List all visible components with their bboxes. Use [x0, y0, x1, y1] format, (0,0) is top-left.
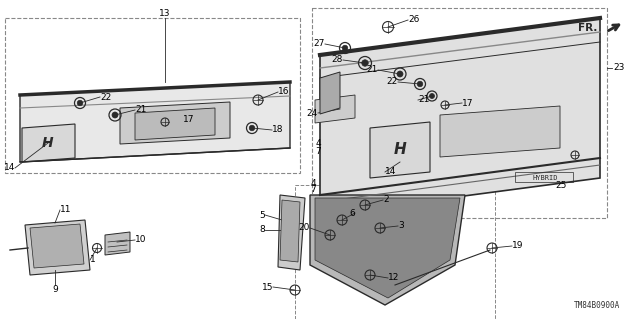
Polygon shape	[105, 232, 130, 255]
Polygon shape	[310, 195, 465, 305]
Text: 24: 24	[307, 108, 318, 117]
Text: 28: 28	[332, 56, 343, 64]
Text: 18: 18	[272, 125, 284, 135]
Text: 4: 4	[310, 179, 316, 188]
Text: 1: 1	[90, 256, 96, 264]
Text: 22: 22	[100, 93, 111, 101]
Text: 21: 21	[367, 65, 378, 75]
Text: 17: 17	[462, 99, 474, 108]
Polygon shape	[440, 106, 560, 157]
Text: 14: 14	[385, 167, 396, 176]
Text: 6: 6	[349, 209, 355, 218]
Text: 22: 22	[387, 78, 398, 86]
Circle shape	[417, 81, 423, 87]
Text: 11: 11	[60, 205, 72, 214]
Text: 20: 20	[299, 224, 310, 233]
Polygon shape	[25, 220, 90, 275]
Bar	[295, 185, 495, 319]
Text: H: H	[394, 143, 406, 158]
Circle shape	[342, 45, 348, 51]
Polygon shape	[120, 102, 230, 144]
Text: 27: 27	[314, 40, 325, 48]
Polygon shape	[30, 224, 84, 268]
Circle shape	[362, 60, 368, 66]
Circle shape	[249, 125, 255, 131]
Text: 7: 7	[315, 147, 321, 157]
Text: HYBRID: HYBRID	[532, 175, 557, 181]
Circle shape	[77, 100, 83, 106]
Text: 26: 26	[408, 16, 419, 25]
Circle shape	[429, 93, 435, 99]
Text: 3: 3	[398, 221, 404, 231]
Polygon shape	[22, 124, 75, 162]
Text: 2: 2	[383, 196, 388, 204]
Text: 15: 15	[262, 283, 273, 292]
Text: 14: 14	[4, 164, 15, 173]
Text: 4: 4	[315, 138, 321, 147]
Text: 8: 8	[259, 226, 265, 234]
Text: 10: 10	[135, 235, 147, 244]
Polygon shape	[320, 72, 340, 114]
Polygon shape	[370, 122, 430, 178]
Polygon shape	[20, 82, 290, 162]
Text: 9: 9	[52, 285, 58, 294]
Text: FR.: FR.	[578, 23, 597, 33]
Text: H: H	[42, 136, 54, 150]
Polygon shape	[315, 198, 460, 298]
Text: 5: 5	[259, 211, 265, 219]
Text: 21: 21	[135, 106, 147, 115]
Polygon shape	[320, 18, 600, 215]
Polygon shape	[315, 95, 355, 123]
Text: 7: 7	[310, 186, 316, 195]
Text: 12: 12	[388, 273, 399, 283]
Bar	[312, 8, 607, 218]
Text: 17: 17	[183, 115, 195, 124]
Text: 25: 25	[555, 181, 566, 189]
Circle shape	[112, 112, 118, 118]
Text: 21: 21	[418, 95, 429, 105]
Polygon shape	[135, 108, 215, 140]
Text: 23: 23	[613, 63, 625, 72]
Polygon shape	[278, 195, 305, 270]
Bar	[515, 172, 573, 182]
Circle shape	[397, 71, 403, 77]
Text: TM84B0900A: TM84B0900A	[573, 301, 620, 310]
Polygon shape	[280, 200, 300, 262]
Text: 13: 13	[159, 10, 171, 19]
Text: 19: 19	[512, 241, 524, 250]
Text: 16: 16	[278, 87, 289, 97]
Bar	[5, 18, 300, 173]
